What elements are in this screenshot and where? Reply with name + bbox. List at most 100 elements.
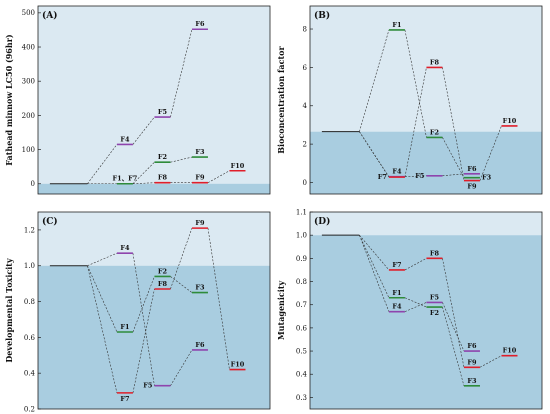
y-tick-label: 0.3 — [296, 394, 307, 402]
point-label: F9 — [467, 183, 477, 191]
connector-line — [132, 276, 155, 333]
background-lower — [38, 265, 270, 409]
connector-line — [87, 265, 118, 333]
connector-line — [404, 297, 427, 308]
y-tick-label: 0.6 — [296, 324, 308, 332]
connector-line — [442, 306, 465, 386]
point-label: F4 — [392, 168, 402, 176]
connector-line — [170, 228, 193, 290]
background-lower — [38, 183, 270, 194]
panel-3: 0.2 0.4 0.6 0.8 1.0 1.2 Developmental Toxicity… — [4, 211, 271, 413]
plot-frame — [309, 5, 543, 195]
y-tick-label: 300 — [22, 78, 35, 86]
y-tick-label: 500 — [22, 9, 35, 17]
background-upper — [38, 212, 270, 266]
connector-line — [132, 161, 155, 184]
point-label: F5 — [158, 108, 168, 116]
connector-line — [132, 116, 155, 145]
connector-line — [87, 144, 118, 184]
point-label: F8 — [430, 249, 440, 257]
y-tick-label: 200 — [22, 112, 35, 120]
point-label: F4 — [392, 303, 402, 311]
point-label: F2 — [430, 309, 439, 317]
y-tick-label: 1.1 — [296, 208, 307, 216]
point-label: F5 — [415, 172, 425, 180]
y-tick-label: 0.8 — [296, 278, 307, 286]
y-axis-label: Fathead minnow LC50 (96hr) — [4, 34, 14, 166]
y-tick-label: 4 — [303, 102, 308, 110]
point-label: F5 — [430, 293, 440, 301]
point-label: F9 — [195, 174, 205, 182]
connector-line — [404, 258, 427, 271]
point-label: F7 — [392, 261, 401, 269]
y-tick-label: 0.4 — [24, 370, 36, 378]
point-label: F2 — [158, 267, 167, 275]
y-tick-label: 400 — [22, 43, 35, 51]
point-label: F8 — [158, 280, 168, 288]
connector-line — [442, 173, 464, 177]
background-upper — [38, 6, 270, 184]
connector-line — [442, 302, 465, 352]
y-tick-label: 0.2 — [24, 405, 35, 413]
connector-line — [87, 265, 118, 393]
background-lower — [310, 235, 542, 409]
y-tick-label: 1.0 — [24, 262, 35, 270]
point-label: F3 — [195, 148, 205, 156]
point-label: F10 — [503, 117, 517, 125]
connector-line — [404, 302, 427, 312]
y-tick-label: 0.7 — [296, 301, 307, 309]
point-label: F8 — [158, 174, 168, 182]
background-lower — [310, 131, 542, 194]
connector-line — [207, 228, 230, 370]
point-label: F8 — [430, 58, 440, 66]
point-label: F1、F7 — [113, 175, 138, 183]
connector-line — [170, 276, 193, 293]
connector-line — [132, 253, 155, 386]
panel-tag: (D) — [314, 216, 330, 227]
point-label: F3 — [467, 377, 477, 385]
y-tick-label: 0.4 — [296, 371, 308, 379]
y-tick-label: 8 — [303, 25, 307, 33]
connector-line — [359, 29, 390, 132]
connector-line — [170, 29, 193, 118]
y-tick-label: 2 — [303, 141, 307, 149]
y-tick-label: 0 — [303, 179, 307, 187]
connector-line — [404, 67, 427, 178]
connector-line — [359, 234, 390, 271]
panel-1: 0 100 200 300 400 500 Fathead minnow LC50 (96h… — [4, 5, 271, 195]
point-label: F2 — [430, 128, 439, 136]
point-label: F5 — [143, 382, 153, 390]
point-label: F10 — [503, 347, 517, 355]
point-label: F6 — [467, 342, 477, 350]
connector-line — [132, 182, 155, 185]
y-tick-label: 0.6 — [24, 334, 36, 342]
connector-line — [442, 137, 465, 178]
background-upper — [310, 212, 542, 236]
y-tick-label: 100 — [22, 146, 35, 154]
panel-tag: (A) — [42, 10, 58, 21]
point-label: F4 — [120, 135, 130, 143]
point-label: F4 — [120, 244, 130, 252]
connector-line — [442, 258, 465, 368]
y-tick-label: 0 — [31, 180, 35, 188]
point-label: F3 — [195, 284, 205, 292]
connector-line — [359, 235, 390, 298]
point-label: F6 — [195, 341, 205, 349]
y-axis-label: Developmental Toxicity — [4, 258, 14, 363]
point-label: F1 — [120, 323, 129, 331]
y-axis-label: Mutagenicity — [276, 280, 286, 340]
connector-line — [359, 235, 390, 312]
panel-tag: (C) — [42, 216, 58, 227]
point-label: F2 — [158, 153, 167, 161]
point-label: F6 — [467, 165, 477, 173]
point-label: F6 — [195, 20, 205, 28]
y-tick-label: 0.9 — [296, 255, 307, 263]
y-tick-label: 1.0 — [296, 232, 307, 240]
panel-4: 0.3 0.4 0.5 0.6 0.7 0.8 0.9 1.0 1.1 Mutagenicity (… — [276, 208, 543, 410]
connector-line — [479, 355, 502, 368]
plot-frame — [37, 211, 271, 410]
point-label: F1 — [392, 289, 401, 297]
point-label: F3 — [482, 174, 492, 182]
panel-2: 0 2 4 6 8 Bioconcentration factor (B) F1 F4 F7 F8 F… — [276, 5, 543, 195]
